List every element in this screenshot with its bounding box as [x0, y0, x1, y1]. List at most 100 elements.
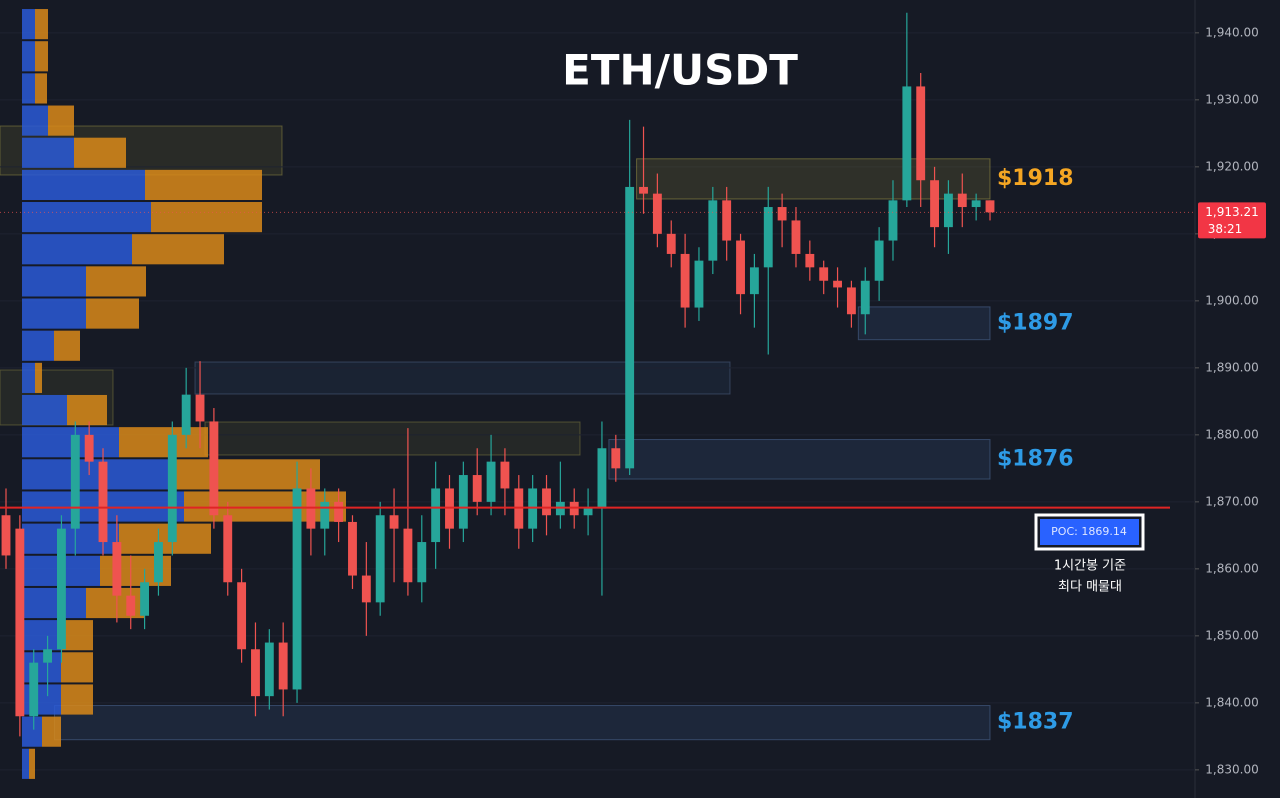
candle-body: [43, 649, 53, 663]
candle-body: [15, 528, 25, 717]
candle-body: [84, 434, 94, 462]
zone-label: $1918: [997, 166, 1074, 191]
candles: [1, 12, 995, 737]
profile-sell-bar: [48, 105, 74, 136]
candle-body: [181, 394, 191, 435]
candle-body: [985, 200, 995, 213]
candle-body: [348, 521, 357, 576]
profile-sell-bar: [29, 748, 35, 779]
candle-body: [791, 220, 801, 254]
candle-body: [500, 461, 510, 489]
profile-sell-bar: [54, 330, 80, 361]
profile-sell-bar: [151, 202, 262, 233]
candle-body: [361, 575, 371, 603]
poc-note: 최다 매물대: [1058, 580, 1122, 595]
profile-sell-bar: [145, 169, 262, 201]
candle-body: [957, 193, 967, 208]
candle-body: [57, 528, 66, 650]
candle-body: [666, 233, 676, 254]
y-tick-label: 1,920.00: [1205, 159, 1258, 173]
profile-buy-bar: [22, 427, 119, 458]
profile-buy-bar: [22, 9, 35, 40]
profile-sell-bar: [86, 298, 139, 329]
candle-body: [874, 240, 884, 281]
candle-body: [403, 528, 413, 583]
profile-buy-bar: [22, 716, 42, 747]
zone-label: $1897: [997, 310, 1074, 335]
candle-body: [597, 448, 607, 509]
candle-body: [846, 287, 856, 315]
candle-body: [251, 649, 260, 697]
candle-body: [763, 207, 773, 268]
poc-label: POC: 1869.14: [1051, 525, 1127, 538]
candle-body: [611, 448, 621, 469]
candle-body: [736, 240, 745, 295]
candle-body: [417, 542, 427, 583]
profile-buy-bar: [22, 362, 35, 393]
candle-body: [971, 200, 981, 208]
candle-body: [154, 542, 163, 583]
profile-buy-bar: [22, 266, 86, 297]
candle-body: [943, 193, 953, 228]
profile-buy-bar: [22, 748, 29, 779]
range-box: [204, 421, 581, 456]
candle-body: [888, 200, 898, 241]
candle-body: [292, 488, 302, 690]
candle-body: [819, 267, 829, 281]
profile-buy-bar: [22, 169, 145, 201]
profile-buy-bar: [22, 202, 151, 233]
y-tick-label: 1,930.00: [1205, 92, 1258, 106]
y-tick-label: 1,860.00: [1205, 561, 1258, 575]
candle-body: [209, 421, 219, 516]
candle-body: [112, 542, 122, 596]
profile-sell-bar: [74, 137, 126, 168]
profile-buy-bar: [22, 234, 132, 265]
candle-body: [722, 200, 732, 241]
candle-body: [195, 394, 205, 422]
profile-buy-bar: [22, 587, 86, 619]
candle-body: [98, 461, 108, 543]
candle-body: [167, 434, 177, 543]
decoration: [0, 125, 731, 456]
candle-body: [126, 595, 136, 616]
y-tick-label: 1,870.00: [1205, 494, 1258, 508]
profile-buy-bar: [22, 459, 170, 490]
profile-sell-bar: [119, 523, 211, 554]
profile-sell-bar: [35, 362, 42, 393]
candle-body: [237, 582, 247, 650]
candle-body: [694, 260, 704, 308]
profile-buy-bar: [22, 137, 74, 168]
profile-sell-bar: [35, 73, 47, 104]
candle-body: [223, 515, 233, 583]
profile-sell-bar: [61, 684, 93, 715]
profile-buy-bar: [22, 684, 61, 715]
zone: [608, 439, 991, 480]
last-price-label: 1,913.21: [1205, 205, 1258, 219]
candle-body: [320, 501, 330, 529]
y-tick-label: 1,850.00: [1205, 628, 1258, 642]
zone: [54, 705, 991, 741]
candle-body: [334, 501, 344, 522]
chart-title: ETH/USDT: [562, 46, 798, 95]
y-tick-label: 1,880.00: [1205, 427, 1258, 441]
profile-buy-bar: [22, 652, 61, 683]
y-tick-label: 1,940.00: [1205, 25, 1258, 39]
candle-body: [278, 642, 288, 690]
candle-body: [458, 475, 468, 529]
candle-body: [930, 180, 939, 228]
candle-body: [264, 642, 274, 697]
price-tag: [1198, 202, 1266, 239]
candle-body: [431, 488, 441, 543]
candle-body: [625, 186, 635, 469]
profile-buy-bar: [22, 620, 61, 651]
candle-body: [777, 207, 787, 221]
candle-body: [29, 662, 39, 717]
candle-body: [140, 582, 150, 616]
profile-sell-bar: [170, 459, 320, 490]
candle-body: [583, 508, 593, 516]
range-box: [194, 361, 731, 395]
profile-buy-bar: [22, 73, 35, 104]
